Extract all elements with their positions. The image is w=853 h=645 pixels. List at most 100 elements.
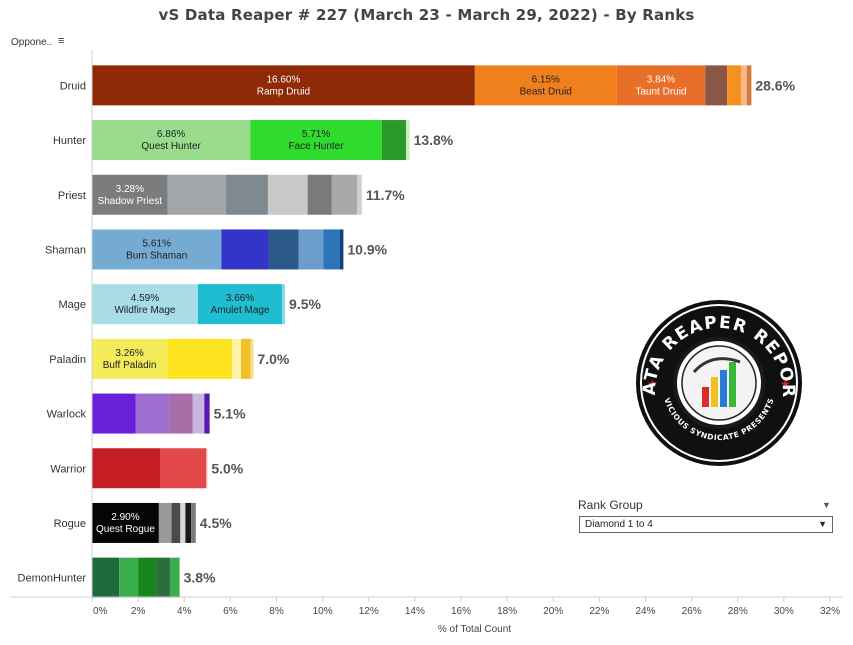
data-label-druid-1: 16.60% <box>266 74 300 85</box>
x-tick-label: 20% <box>543 606 563 617</box>
bar-segment-warlock-3[interactable] <box>168 393 193 434</box>
x-tick-label: 26% <box>682 606 702 617</box>
bar-segment-hunter-1[interactable] <box>92 120 251 161</box>
sort-icon[interactable]: ≡ <box>58 35 65 47</box>
bar-segment-druid-6[interactable] <box>740 65 747 106</box>
opponent-header[interactable]: Oppone.. <box>11 37 53 48</box>
bar-segment-rogue-5[interactable] <box>185 502 192 543</box>
logo-core <box>681 345 757 421</box>
bar-segment-druid-7[interactable] <box>746 65 752 106</box>
x-axis-title: % of Total Count <box>438 624 511 635</box>
bar-segment-shaman-2[interactable] <box>221 229 269 270</box>
bar-segment-rogue-4[interactable] <box>180 502 186 543</box>
chevron-down-icon[interactable]: ▼ <box>818 519 827 529</box>
bar-segment-demonhunter-3[interactable] <box>138 557 157 598</box>
bar-segment-hunter-3[interactable] <box>381 120 407 161</box>
archetype-label-mage-2: Amulet Mage <box>211 305 270 316</box>
total-label-rogue: 4.5% <box>200 515 232 531</box>
bar-segment-priest-6[interactable] <box>331 174 358 215</box>
bar-segment-rogue-1[interactable] <box>92 502 159 543</box>
bar-segment-priest-7[interactable] <box>357 174 362 215</box>
class-label-shaman: Shaman <box>45 244 86 256</box>
bar-segment-paladin-2[interactable] <box>167 338 233 379</box>
x-tick-label: 8% <box>269 606 284 617</box>
bar-segment-mage-1[interactable] <box>92 284 198 325</box>
x-tick-label: 28% <box>728 606 748 617</box>
chart-title: vS Data Reaper # 227 (March 23 - March 2… <box>158 6 695 24</box>
bar-segment-paladin-1[interactable] <box>92 338 168 379</box>
bar-segment-hunter-2[interactable] <box>250 120 382 161</box>
total-label-warlock: 5.1% <box>214 406 246 422</box>
bar-segment-priest-2[interactable] <box>167 174 226 215</box>
bar-segment-druid-5[interactable] <box>727 65 741 106</box>
class-label-druid: Druid <box>60 80 86 92</box>
bar-segment-shaman-3[interactable] <box>268 229 299 270</box>
rank-group-select[interactable]: Diamond 1 to 4 ▼ <box>579 516 833 533</box>
bar-segment-warlock-5[interactable] <box>204 393 210 434</box>
bar-segment-warrior-2[interactable] <box>160 448 207 489</box>
bar-segment-demonhunter-4[interactable] <box>156 557 170 598</box>
bar-segment-paladin-4[interactable] <box>240 338 251 379</box>
bar-segment-druid-1[interactable] <box>92 65 475 106</box>
data-label-rogue-1: 2.90% <box>111 512 139 523</box>
bar-segment-priest-4[interactable] <box>267 174 308 215</box>
logo-scythe-icon <box>692 357 741 374</box>
class-label-warrior: Warrior <box>50 463 86 475</box>
x-tick-label: 18% <box>497 606 517 617</box>
class-label-rogue: Rogue <box>54 518 86 530</box>
logo-border-ring <box>640 304 798 462</box>
x-tick-label: 4% <box>177 606 192 617</box>
bar-segment-rogue-3[interactable] <box>171 502 181 543</box>
class-label-paladin: Paladin <box>49 354 86 366</box>
x-tick-label: 32% <box>820 606 840 617</box>
logo-star-right: ★ <box>780 377 791 391</box>
bar-segment-warrior-1[interactable] <box>92 448 161 489</box>
bar-segment-mage-2[interactable] <box>197 284 283 325</box>
bar-segment-demonhunter-5[interactable] <box>169 557 180 598</box>
x-tick-label: 2% <box>131 606 146 617</box>
data-label-mage-1: 4.59% <box>131 293 159 304</box>
bar-segment-demonhunter-2[interactable] <box>119 557 139 598</box>
rank-group-menu-icon[interactable]: ▼ <box>822 500 831 510</box>
bar-segment-druid-4[interactable] <box>705 65 728 106</box>
bar-segment-warlock-4[interactable] <box>192 393 205 434</box>
total-label-shaman: 10.9% <box>347 241 387 257</box>
data-label-priest-1: 3.28% <box>116 184 144 195</box>
data-label-mage-2: 3.66% <box>226 293 254 304</box>
bar-segment-priest-3[interactable] <box>225 174 268 215</box>
bar-segment-priest-5[interactable] <box>307 174 332 215</box>
class-label-mage: Mage <box>58 299 86 311</box>
logo-star-left: ★ <box>647 377 658 391</box>
archetype-label-shaman-1: Burn Shaman <box>126 250 187 261</box>
bar-segment-warlock-1[interactable] <box>92 393 136 434</box>
total-label-paladin: 7.0% <box>257 351 289 367</box>
archetype-label-mage-1: Wildfire Mage <box>114 305 176 316</box>
bar-segment-shaman-4[interactable] <box>298 229 324 270</box>
archetype-label-hunter-1: Quest Hunter <box>141 141 201 152</box>
archetype-label-priest-1: Shadow Priest <box>98 196 163 207</box>
total-label-mage: 9.5% <box>289 296 321 312</box>
rank-group-label: Rank Group <box>578 498 643 512</box>
total-label-priest: 11.7% <box>366 187 405 203</box>
bar-segment-priest-1[interactable] <box>92 174 168 215</box>
bar-segment-demonhunter-1[interactable] <box>92 557 120 598</box>
class-label-warlock: Warlock <box>47 409 87 421</box>
bar-segment-shaman-6[interactable] <box>339 229 344 270</box>
bar-segment-shaman-5[interactable] <box>323 229 340 270</box>
bar-segment-druid-3[interactable] <box>616 65 706 106</box>
bar-segment-druid-2[interactable] <box>474 65 617 106</box>
x-tick-label: 24% <box>635 606 655 617</box>
bar-segment-rogue-2[interactable] <box>158 502 172 543</box>
total-label-druid: 28.6% <box>755 77 795 93</box>
bar-segment-paladin-3[interactable] <box>232 338 241 379</box>
bar-segment-warrior-3[interactable] <box>206 448 208 489</box>
bar-segment-paladin-5[interactable] <box>250 338 254 379</box>
data-label-hunter-1: 6.86% <box>157 129 185 140</box>
class-label-hunter: Hunter <box>53 135 86 147</box>
bar-segment-hunter-4[interactable] <box>406 120 410 161</box>
bar-segment-mage-3[interactable] <box>282 284 286 325</box>
bar-segment-shaman-1[interactable] <box>92 229 222 270</box>
bar-segment-rogue-6[interactable] <box>191 502 196 543</box>
bar-segment-warlock-2[interactable] <box>135 393 169 434</box>
